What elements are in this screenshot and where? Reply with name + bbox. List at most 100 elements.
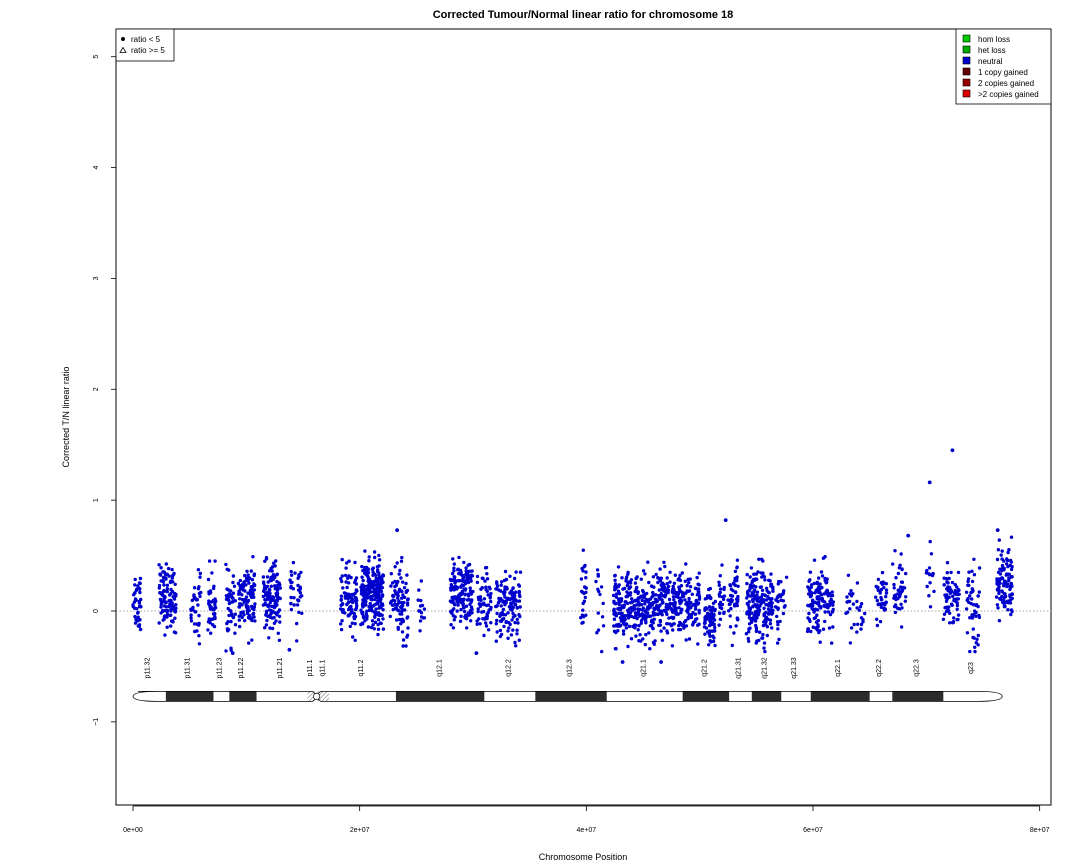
data-point <box>747 606 751 610</box>
data-point <box>377 613 382 618</box>
data-point <box>246 615 251 620</box>
data-point <box>516 621 520 625</box>
data-point <box>825 602 829 607</box>
data-point <box>457 555 461 560</box>
data-point <box>718 611 722 615</box>
data-point <box>1000 549 1004 553</box>
data-point <box>614 586 618 590</box>
data-point <box>845 595 849 599</box>
data-point <box>973 645 977 649</box>
data-point <box>399 559 404 563</box>
data-point <box>685 609 689 613</box>
data-point <box>340 619 344 623</box>
data-point <box>995 557 1000 562</box>
data-point <box>173 582 177 586</box>
data-point <box>974 603 978 607</box>
band-label: q12.3 <box>567 659 574 677</box>
data-point <box>362 588 366 592</box>
data-point <box>168 593 172 597</box>
data-point <box>892 582 896 587</box>
data-point <box>817 600 821 604</box>
data-point <box>824 590 828 594</box>
data-point <box>746 636 750 641</box>
data-point <box>343 591 347 595</box>
data-point <box>290 580 294 585</box>
data-point <box>636 597 640 601</box>
data-point <box>166 566 171 571</box>
data-point <box>513 602 517 607</box>
data-point <box>633 589 637 594</box>
data-point <box>400 589 404 594</box>
data-point <box>899 552 903 556</box>
data-point <box>353 578 358 582</box>
data-point <box>764 603 768 607</box>
data-point <box>899 625 904 629</box>
data-point <box>343 611 347 615</box>
data-point <box>779 598 783 602</box>
data-point <box>717 602 722 606</box>
data-point <box>718 617 723 621</box>
data-point <box>513 620 517 625</box>
data-point <box>511 586 515 590</box>
data-point <box>874 595 878 599</box>
data-point <box>237 605 242 609</box>
data-point <box>250 578 255 582</box>
data-point <box>189 616 193 620</box>
data-point <box>636 628 640 632</box>
data-point <box>875 617 879 621</box>
data-point <box>452 575 456 579</box>
data-point <box>165 625 169 629</box>
data-point <box>770 626 774 630</box>
band-label: q22.3 <box>913 659 920 677</box>
data-point <box>580 621 584 625</box>
data-point <box>494 622 498 626</box>
data-point <box>381 580 385 584</box>
data-point <box>946 595 950 599</box>
data-point <box>340 557 344 562</box>
data-point <box>478 604 483 608</box>
data-point <box>1006 572 1010 576</box>
data-point <box>360 612 365 616</box>
data-point <box>661 594 666 598</box>
x-axis-title: Chromosome Position <box>539 852 628 862</box>
data-point <box>808 570 813 574</box>
data-point <box>823 610 827 614</box>
y-tick-label: 1 <box>93 498 100 502</box>
data-point <box>583 563 587 568</box>
data-point <box>483 566 488 570</box>
data-point <box>653 639 657 643</box>
data-point <box>261 580 266 584</box>
data-point <box>339 597 343 602</box>
data-point <box>878 591 882 595</box>
data-point <box>164 562 168 566</box>
data-point <box>1003 595 1008 599</box>
data-point <box>820 585 824 590</box>
data-point <box>711 601 716 605</box>
data-point <box>679 621 683 626</box>
data-point <box>753 617 757 621</box>
data-point <box>689 600 693 605</box>
data-point <box>503 569 508 574</box>
data-point <box>225 627 230 631</box>
data-point <box>162 589 167 593</box>
data-point <box>583 595 587 600</box>
data-point <box>671 595 676 599</box>
data-point <box>761 632 765 637</box>
data-point <box>948 611 952 615</box>
data-point <box>273 564 277 568</box>
data-point <box>133 621 138 625</box>
data-point <box>855 630 859 634</box>
data-point <box>651 621 655 625</box>
data-point <box>231 600 235 604</box>
data-point <box>859 622 864 627</box>
data-point <box>224 594 229 598</box>
data-point <box>956 613 961 617</box>
data-point <box>397 587 402 591</box>
data-point <box>970 569 974 573</box>
data-point <box>695 593 700 597</box>
data-point <box>467 569 471 574</box>
data-point <box>852 622 856 627</box>
data-point <box>855 606 859 610</box>
ideogram-band <box>307 691 316 702</box>
data-point <box>641 637 645 641</box>
